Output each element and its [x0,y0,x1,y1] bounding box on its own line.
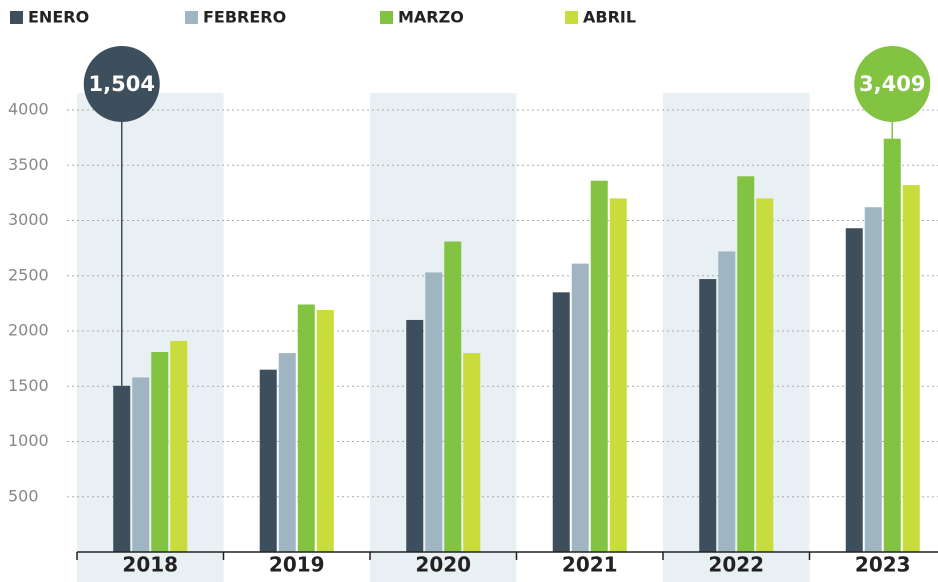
annotation-label: 3,409 [859,72,925,96]
y-tick-label: 4000 [8,100,49,119]
bar [756,198,774,552]
bar [444,241,462,552]
bar [609,198,627,552]
bar [278,353,296,552]
bar [132,377,150,552]
bar [170,340,188,552]
bar [259,369,277,552]
x-tick-label: 2019 [269,553,325,577]
legend-swatch [10,11,23,24]
bar [463,353,481,552]
legend-label: ABRIL [583,8,636,27]
legend-swatch [380,11,393,24]
bar [699,279,717,552]
bar [718,251,736,552]
x-tick-label: 2021 [562,553,618,577]
bar [845,228,863,553]
annotation-bubble [83,46,160,122]
annotation-bubble [854,46,931,122]
bar [151,351,169,552]
bar [571,263,589,552]
bar [113,385,131,552]
bar [864,207,882,553]
x-tick-label: 2023 [855,553,911,577]
x-tick-label: 2022 [708,553,764,577]
legend-label: FEBRERO [203,8,286,27]
bar [425,272,443,552]
bar [737,176,755,553]
bar [316,310,334,552]
bar [406,319,424,552]
legend-swatch [565,11,578,24]
bar [590,180,608,552]
bar [297,304,315,552]
bar [902,185,920,552]
legend-label: MARZO [398,8,464,27]
column-band [370,93,517,582]
x-tick-label: 2020 [415,553,471,577]
y-tick-label: 500 [8,486,39,505]
y-tick-label: 2500 [8,265,49,284]
annotation-label: 1,504 [89,72,155,96]
y-tick-label: 1500 [8,376,49,395]
column-band [663,93,810,582]
x-tick-label: 2018 [122,553,178,577]
bar [883,138,901,553]
y-tick-label: 1000 [8,431,49,450]
legend-label: ENERO [28,8,89,27]
y-tick-label: 3500 [8,155,49,174]
column-band [77,93,224,582]
bar [552,292,570,552]
y-tick-label: 2000 [8,321,49,340]
y-tick-label: 3000 [8,210,49,229]
legend-swatch [185,11,198,24]
